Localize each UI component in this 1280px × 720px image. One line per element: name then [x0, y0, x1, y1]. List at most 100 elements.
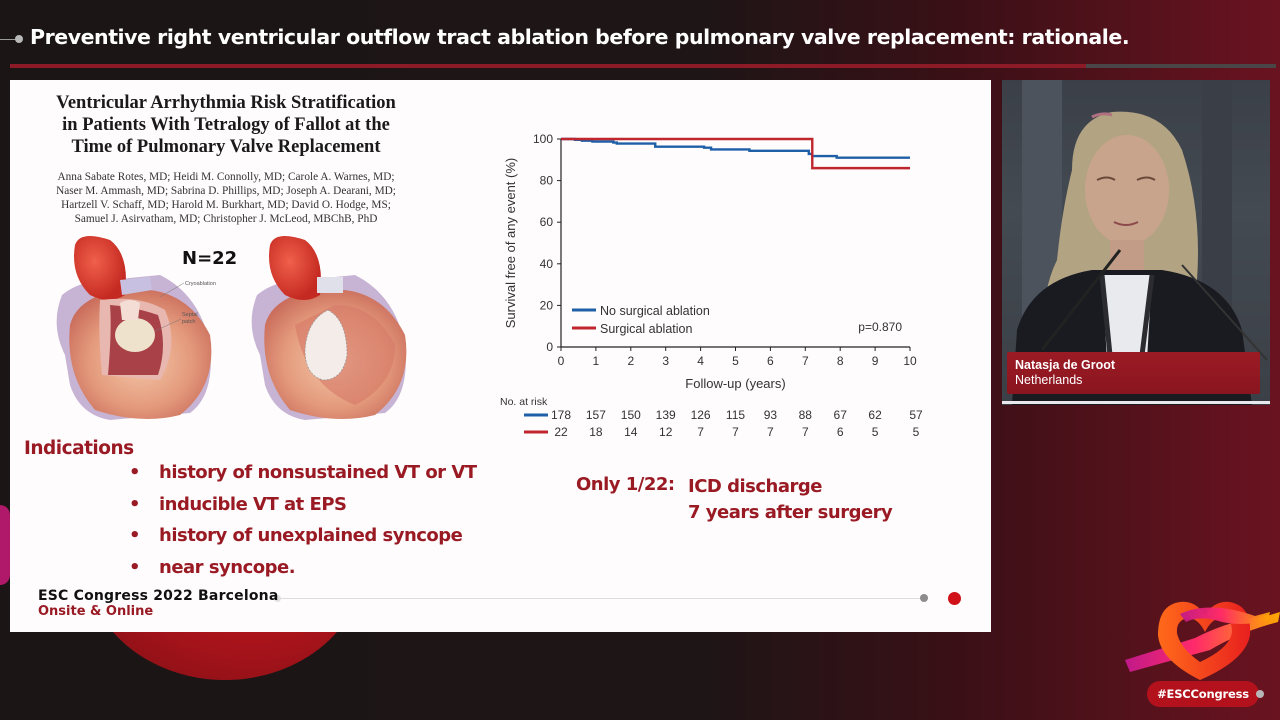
y-axis-label: Survival free of any event (%): [503, 158, 518, 329]
hashtag-dot-icon: [1256, 690, 1264, 698]
y-tick-label: 0: [546, 340, 553, 354]
y-tick-label: 100: [533, 132, 553, 146]
x-tick-label: 5: [732, 354, 739, 368]
x-tick-label: 0: [558, 354, 565, 368]
congress-subtitle: Onsite & Online: [38, 604, 154, 619]
at-risk-value: 126: [691, 408, 711, 422]
x-tick-label: 2: [627, 354, 634, 368]
header-bullet-icon: [15, 35, 23, 43]
heart-right-icon: [251, 236, 407, 420]
x-tick-label: 9: [872, 354, 879, 368]
bullet-icon: •: [129, 556, 141, 578]
x-tick-label: 10: [903, 354, 917, 368]
at-risk-value: 6: [837, 425, 844, 439]
at-risk-value: 150: [621, 408, 641, 422]
indication-text: inducible VT at EPS: [159, 493, 347, 515]
x-tick-label: 7: [802, 354, 809, 368]
paper-title-line: in Patients With Tetralogy of Fallot at …: [62, 115, 390, 135]
indications-list: • history of nonsustained VT or VT • induc…: [120, 462, 477, 588]
slide-footer-line: [278, 598, 928, 599]
esc-heart-logo-icon: [1125, 601, 1280, 680]
at-risk-label: No. at risk: [500, 396, 548, 408]
heart-left-icon: Cryoablation Septal patch: [56, 236, 216, 420]
session-header: Preventive right ventricular outflow tra…: [0, 20, 1280, 60]
y-tick-label: 80: [540, 174, 554, 188]
paper-title: Ventricular Arrhythmia Risk Stratificati…: [10, 92, 442, 158]
at-risk-value: 57: [909, 408, 923, 422]
speaker-name-plate: Natasja de Groot Netherlands: [1007, 352, 1260, 394]
speaker-country: Netherlands: [1015, 373, 1083, 387]
svg-text:Septal: Septal: [182, 312, 198, 318]
at-risk-value: 22: [554, 425, 568, 439]
at-risk-value: 62: [868, 408, 882, 422]
indication-item: • history of unexplained syncope: [120, 525, 477, 557]
at-risk-value: 14: [624, 425, 638, 439]
x-tick-label: 4: [697, 354, 704, 368]
x-tick-label: 1: [593, 354, 600, 368]
at-risk-value: 5: [913, 425, 920, 439]
hashtag-badge: #ESCCongress: [1147, 681, 1259, 707]
x-tick-label: 3: [662, 354, 669, 368]
at-risk-value: 67: [834, 408, 848, 422]
km-curve-surgical-ablation: [561, 137, 910, 170]
author-line: Naser M. Ammash, MD; Sabrina D. Phillips…: [56, 185, 396, 197]
legend-label: Surgical ablation: [600, 322, 692, 336]
congress-brand: ESC Congress 2022 Barcelona: [38, 588, 279, 604]
heart-illustration: Cryoablation Septal patch: [56, 236, 407, 420]
indications-title: Indications: [24, 438, 134, 459]
speaker-name: Natasja de Groot: [1015, 358, 1116, 372]
paper-title-line: Time of Pulmonary Valve Replacement: [71, 137, 381, 157]
legend-label: No surgical ablation: [600, 304, 710, 318]
sample-size-label: N=22: [182, 248, 238, 269]
author-line: Hartzell V. Schaff, MD; Harold M. Burkha…: [61, 199, 391, 211]
indication-text: history of unexplained syncope: [159, 525, 463, 546]
at-risk-value: 88: [799, 408, 813, 422]
footer-dot-icon: [920, 594, 928, 602]
at-risk-value: 178: [551, 408, 571, 422]
session-progress-bar: [10, 64, 1276, 68]
x-axis-label: Follow-up (years): [685, 376, 785, 391]
bullet-icon: •: [129, 525, 141, 546]
svg-text:patch: patch: [182, 319, 195, 325]
note-label: Only 1/22:: [576, 474, 675, 495]
indication-text: history of nonsustained VT or VT: [159, 462, 477, 483]
km-curve-no-surgical-ablation: [561, 137, 910, 159]
paper-title-line: Ventricular Arrhythmia Risk Stratificati…: [56, 93, 396, 113]
author-line: Samuel J. Asirvatham, MD; Christopher J.…: [74, 213, 378, 225]
session-title: Preventive right ventricular outflow tra…: [30, 25, 1130, 49]
y-tick-label: 40: [540, 257, 554, 271]
x-tick-label: 6: [767, 354, 774, 368]
at-risk-value: 18: [589, 425, 603, 439]
at-risk-value: 7: [767, 425, 774, 439]
video-underline: [1002, 401, 1270, 404]
at-risk-value: 7: [697, 425, 704, 439]
at-risk-value: 93: [764, 408, 778, 422]
background-pink-shape: [0, 505, 10, 585]
note-line: 7 years after surgery: [688, 502, 893, 523]
y-tick-label: 20: [540, 298, 554, 312]
p-value-annotation: p=0.870: [858, 320, 902, 334]
at-risk-value: 7: [732, 425, 739, 439]
x-tick-label: 8: [837, 354, 844, 368]
at-risk-value: 12: [659, 425, 673, 439]
at-risk-value: 139: [656, 408, 676, 422]
indication-item: • history of nonsustained VT or VT: [120, 462, 477, 494]
bullet-icon: •: [129, 462, 141, 483]
presentation-slide: Ventricular Arrhythmia Risk Stratificati…: [10, 80, 991, 632]
session-progress-fill: [10, 64, 1087, 68]
at-risk-value: 7: [802, 425, 809, 439]
y-tick-label: 60: [540, 215, 554, 229]
at-risk-value: 157: [586, 408, 606, 422]
at-risk-value: 115: [726, 408, 745, 422]
header-line: [0, 39, 18, 40]
at-risk-value: 5: [872, 425, 879, 439]
footer-dot-active-icon: [948, 592, 961, 605]
note-line: ICD discharge: [688, 476, 822, 497]
footer-dot-icon: [274, 595, 281, 602]
bullet-icon: •: [129, 493, 141, 515]
author-line: Anna Sabate Rotes, MD; Heidi M. Connolly…: [57, 171, 395, 183]
indication-text: near syncope.: [159, 556, 296, 578]
cryoablation-label: Cryoablation: [185, 281, 216, 287]
paper-authors: Anna Sabate Rotes, MD; Heidi M. Connolly…: [10, 170, 442, 226]
